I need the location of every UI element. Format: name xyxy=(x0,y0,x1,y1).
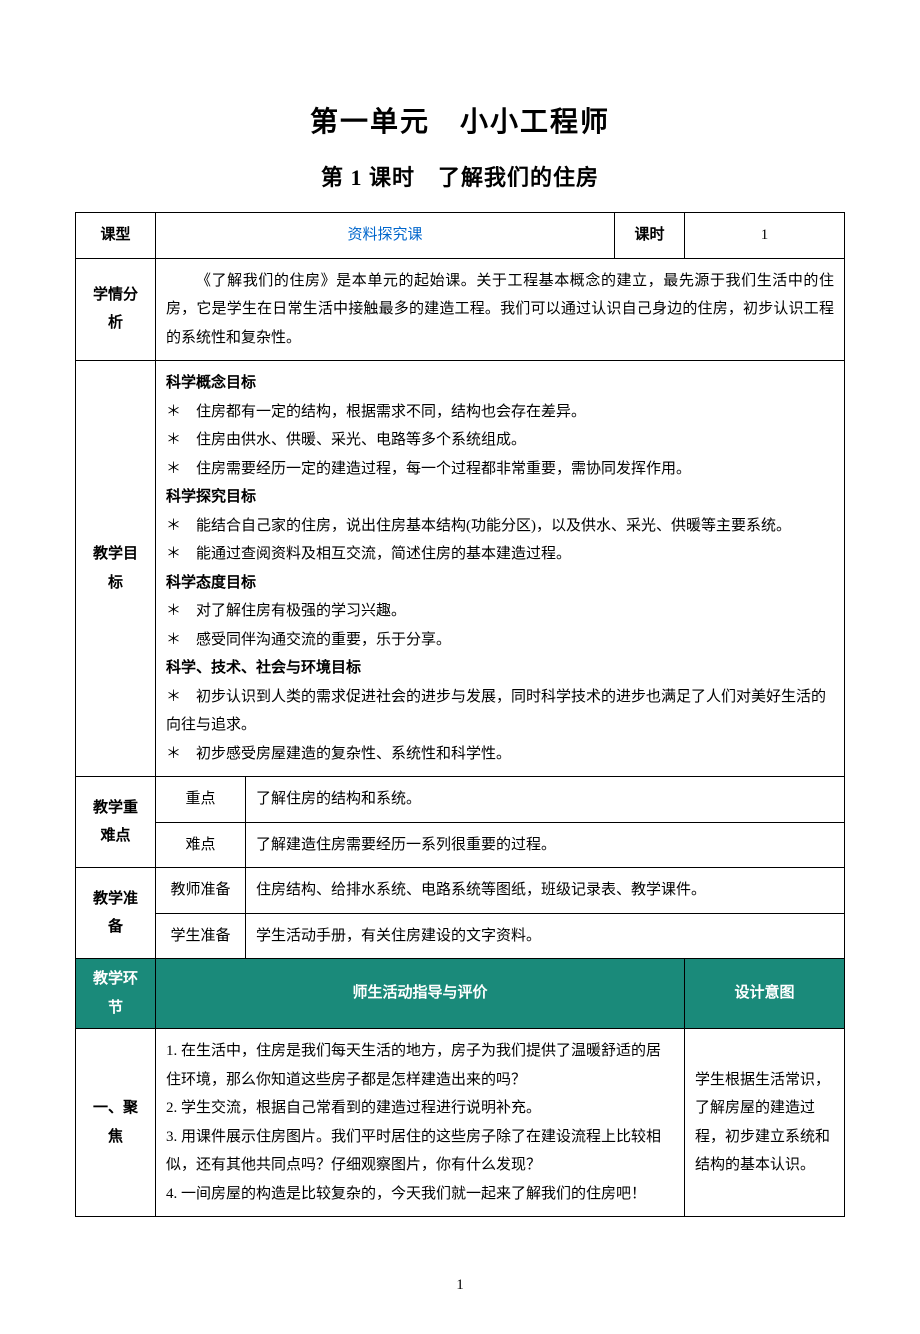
list-item: ＊ 能结合自己家的住房，说出住房基本结构(功能分区)，以及供水、采光、供暖等主要… xyxy=(166,518,791,534)
focus-label: 一、聚焦 xyxy=(76,1029,156,1217)
list-item: ＊ 住房需要经历一定的建造过程，每一个过程都非常重要，需协同发挥作用。 xyxy=(166,461,691,477)
keypoints-label: 教学重难点 xyxy=(76,777,156,868)
list-item: 2. 学生交流，根据自己常看到的建造过程进行说明补充。 xyxy=(166,1094,674,1123)
table-row: 学情分析 《了解我们的住房》是本单元的起始课。关于工程基本概念的建立，最先源于我… xyxy=(76,258,845,361)
lesson-type-label: 课型 xyxy=(76,213,156,259)
concept-head: 科学概念目标 xyxy=(166,375,256,391)
lesson-title: 第 1 课时 了解我们的住房 xyxy=(75,160,845,192)
list-item: ＊ 初步认识到人类的需求促进社会的进步与发展，同时科学技术的进步也满足了人们对美… xyxy=(166,689,826,734)
focus-intent: 学生根据生活常识，了解房屋的建造过程，初步建立系统和结构的基本认识。 xyxy=(685,1029,845,1217)
list-item: 3. 用课件展示住房图片。我们平时居住的这些房子除了在建设流程上比较相似，还有其… xyxy=(166,1123,674,1180)
table-row: 课型 资料探究课 课时 1 xyxy=(76,213,845,259)
header-col1: 教学环节 xyxy=(76,959,156,1029)
header-col3: 设计意图 xyxy=(685,959,845,1029)
objectives-label: 教学目标 xyxy=(76,361,156,777)
diff-text: 了解建造住房需要经历一系列很重要的过程。 xyxy=(246,822,845,868)
table-row: 学生准备 学生活动手册，有关住房建设的文字资料。 xyxy=(76,913,845,959)
table-row: 教学目标 科学概念目标 ＊ 住房都有一定的结构，根据需求不同，结构也会存在差异。… xyxy=(76,361,845,777)
period-value: 1 xyxy=(685,213,845,259)
lesson-plan-table: 课型 资料探究课 课时 1 学情分析 《了解我们的住房》是本单元的起始课。关于工… xyxy=(75,212,845,1217)
period-label: 课时 xyxy=(615,213,685,259)
table-row: 教学重难点 重点 了解住房的结构和系统。 xyxy=(76,777,845,823)
diff-label: 难点 xyxy=(156,822,246,868)
focus-activities: 1. 在生活中，住房是我们每天生活的地方，房子为我们提供了温暖舒适的居住环境，那… xyxy=(156,1029,685,1217)
student-prep-text: 学生活动手册，有关住房建设的文字资料。 xyxy=(246,913,845,959)
key-label: 重点 xyxy=(156,777,246,823)
lesson-type-link[interactable]: 资料探究课 xyxy=(347,227,422,243)
list-item: ＊ 感受同伴沟通交流的重要，乐于分享。 xyxy=(166,632,451,648)
table-row: 一、聚焦 1. 在生活中，住房是我们每天生活的地方，房子为我们提供了温暖舒适的居… xyxy=(76,1029,845,1217)
teacher-prep-text: 住房结构、给排水系统、电路系统等图纸，班级记录表、教学课件。 xyxy=(246,868,845,914)
objectives-content: 科学概念目标 ＊ 住房都有一定的结构，根据需求不同，结构也会存在差异。 ＊ 住房… xyxy=(156,361,845,777)
list-item: ＊ 能通过查阅资料及相互交流，简述住房的基本建造过程。 xyxy=(166,546,571,562)
stse-head: 科学、技术、社会与环境目标 xyxy=(166,660,361,676)
page-number: 1 xyxy=(75,1277,845,1294)
header-col2: 师生活动指导与评价 xyxy=(156,959,685,1029)
list-item: ＊ 住房由供水、供暖、采光、电路等多个系统组成。 xyxy=(166,432,526,448)
inquiry-head: 科学探究目标 xyxy=(166,489,256,505)
unit-title: 第一单元 小小工程师 xyxy=(75,100,845,140)
list-item: ＊ 初步感受房屋建造的复杂性、系统性和科学性。 xyxy=(166,746,511,762)
attitude-head: 科学态度目标 xyxy=(166,575,256,591)
list-item: ＊ 对了解住房有极强的学习兴趣。 xyxy=(166,603,406,619)
analysis-text: 《了解我们的住房》是本单元的起始课。关于工程基本概念的建立，最先源于我们生活中的… xyxy=(156,258,845,361)
table-row: 难点 了解建造住房需要经历一系列很重要的过程。 xyxy=(76,822,845,868)
teacher-prep-label: 教师准备 xyxy=(156,868,246,914)
list-item: ＊ 住房都有一定的结构，根据需求不同，结构也会存在差异。 xyxy=(166,404,586,420)
list-item: 1. 在生活中，住房是我们每天生活的地方，房子为我们提供了温暖舒适的居住环境，那… xyxy=(166,1037,674,1094)
key-text: 了解住房的结构和系统。 xyxy=(246,777,845,823)
prep-label: 教学准备 xyxy=(76,868,156,959)
analysis-label: 学情分析 xyxy=(76,258,156,361)
list-item: 4. 一间房屋的构造是比较复杂的，今天我们就一起来了解我们的住房吧！ xyxy=(166,1180,674,1209)
section-header-row: 教学环节 师生活动指导与评价 设计意图 xyxy=(76,959,845,1029)
table-row: 教学准备 教师准备 住房结构、给排水系统、电路系统等图纸，班级记录表、教学课件。 xyxy=(76,868,845,914)
lesson-type-value: 资料探究课 xyxy=(156,213,615,259)
student-prep-label: 学生准备 xyxy=(156,913,246,959)
